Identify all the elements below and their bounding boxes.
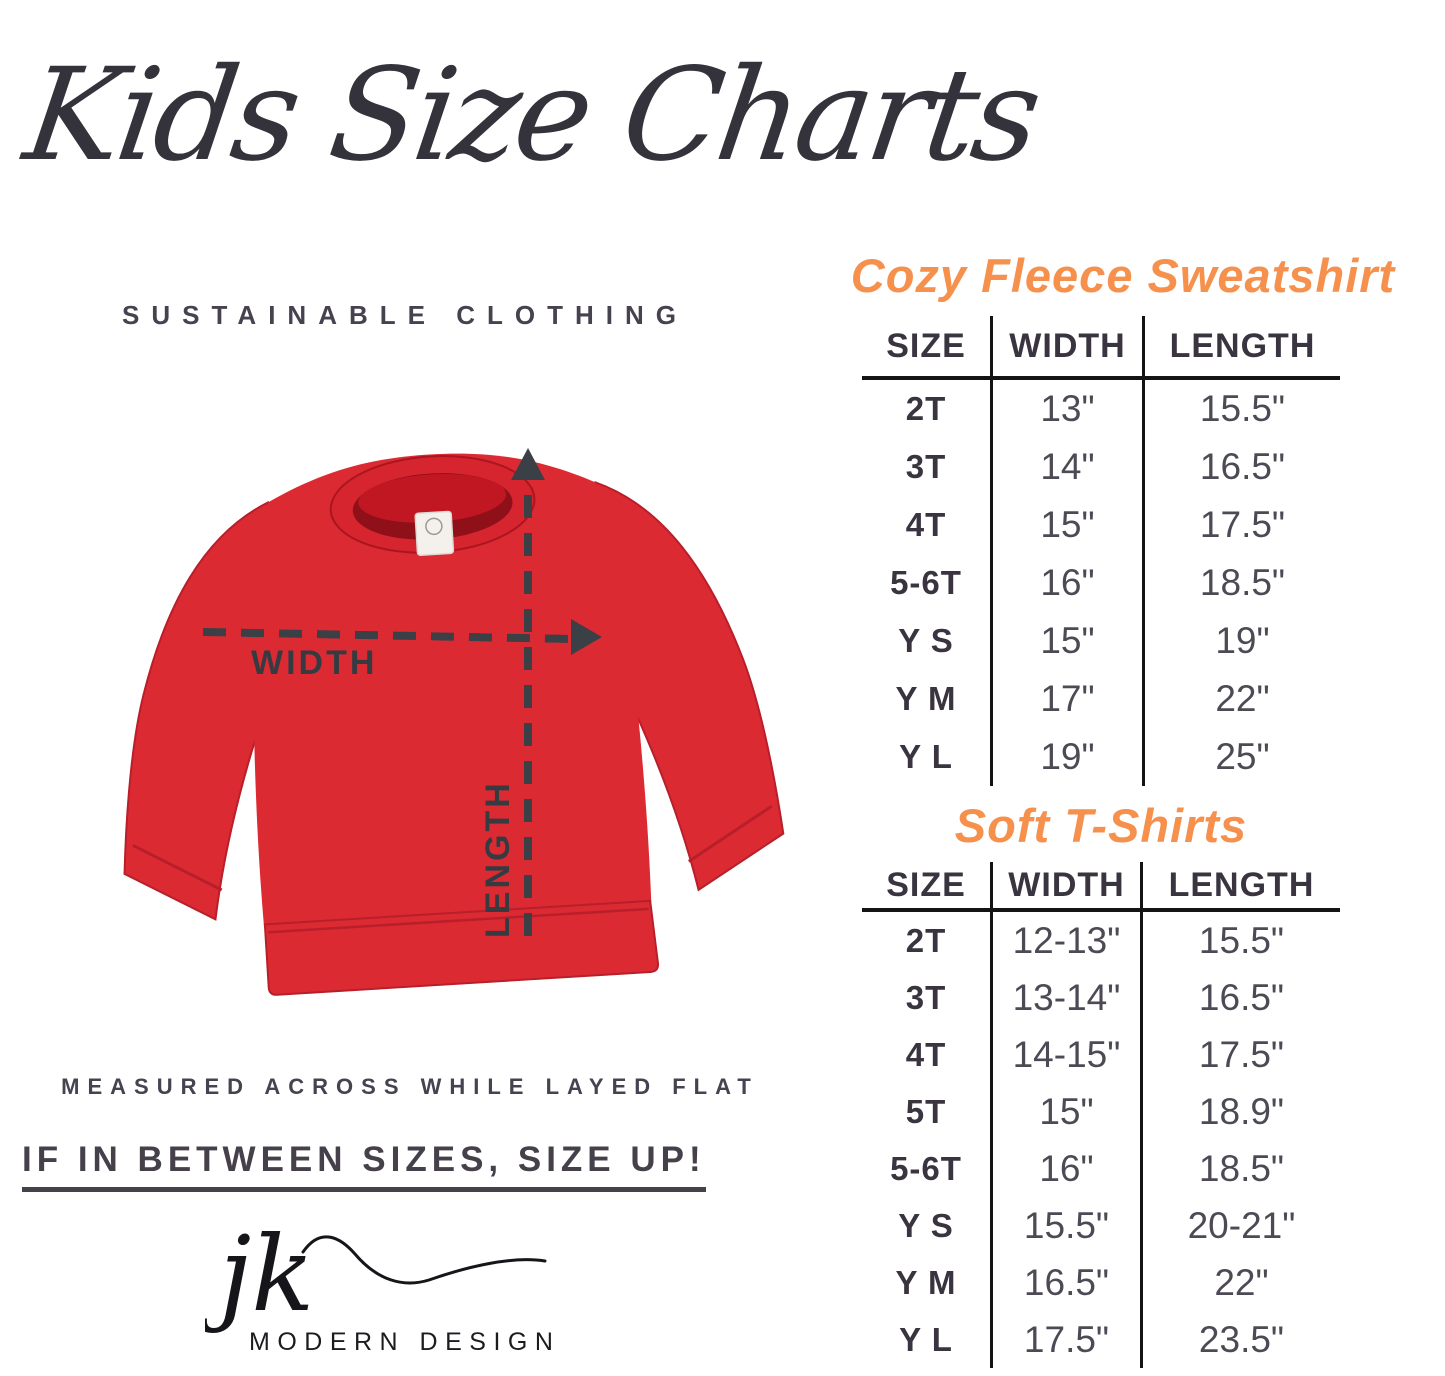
logo-initials: jk <box>205 1213 314 1335</box>
chart-title-tshirts: Soft T-Shirts <box>954 799 1248 852</box>
waistband-seam <box>268 907 649 934</box>
column-header: SIZE <box>862 316 990 380</box>
value-cell: 14-15" <box>990 1026 1143 1083</box>
size-up-note: IF IN BETWEEN SIZES, SIZE UP! <box>22 1140 706 1192</box>
value-cell: 15.5" <box>990 1197 1143 1254</box>
sweatshirt-diagram: WIDTH LENGTH <box>85 408 790 1020</box>
size-cell: 5-6T <box>890 564 962 601</box>
size-cell: 5-6T <box>890 1149 962 1187</box>
value-cell: 22" <box>1214 1261 1269 1303</box>
size-cell: 3T <box>905 448 947 485</box>
sweatshirt-size-table: SIZE WIDTH LENGTH 2T 13" 15.5" 3T 14" 16.5" 4T 15"… <box>862 316 1340 786</box>
value-cell: 17.5" <box>1199 504 1286 545</box>
value-cell: 12-13" <box>990 912 1143 969</box>
column-header: WIDTH <box>990 862 1143 912</box>
value-cell: 19" <box>990 728 1145 786</box>
size-cell: 3T <box>905 978 947 1016</box>
brand-logo-image: jk MODERN DESIGN <box>200 1213 560 1356</box>
logo-name: MODERN DESIGN <box>249 1328 560 1356</box>
column-header: WIDTH <box>990 316 1145 380</box>
right-cuff-seam <box>687 804 773 863</box>
size-cell: 5T <box>905 1092 947 1130</box>
size-cell: 4T <box>905 1035 947 1073</box>
value-cell: 15" <box>990 1083 1143 1140</box>
brand-logo: jk MODERN DESIGN <box>200 1198 575 1376</box>
width-arrowhead-icon <box>571 619 602 655</box>
value-cell: 18.9" <box>1198 1090 1285 1132</box>
subtitle: SUSTAINABLE CLOTHING <box>122 300 688 330</box>
size-cell: 4T <box>905 506 947 543</box>
value-cell: 15.5" <box>1199 388 1286 429</box>
measured-note: MEASURED ACROSS WHILE LAYED FLAT <box>61 1074 759 1099</box>
chart-title-sweatshirt: Cozy Fleece Sweatshirt <box>850 249 1396 302</box>
value-cell: 15" <box>990 612 1145 670</box>
value-cell: 23.5" <box>1198 1318 1285 1360</box>
column-header: LENGTH <box>1143 862 1340 912</box>
length-arrow-label: LENGTH <box>479 780 517 938</box>
column-header: SIZE <box>862 862 990 912</box>
value-cell: 25" <box>1215 736 1270 777</box>
value-cell: 16.5" <box>990 1254 1143 1311</box>
size-cell: 2T <box>905 921 947 959</box>
value-cell: 15" <box>990 496 1145 554</box>
value-cell: 16.5" <box>1199 446 1286 487</box>
size-cell: Y L <box>899 738 953 775</box>
width-arrow-icon <box>202 628 574 643</box>
value-cell: 18.5" <box>1199 562 1286 603</box>
value-cell: 17.5" <box>990 1311 1143 1368</box>
value-cell: 18.5" <box>1198 1147 1285 1189</box>
left-sleeve <box>123 500 294 921</box>
value-cell: 13" <box>990 380 1145 438</box>
sweatshirt-image: WIDTH LENGTH <box>123 448 785 996</box>
left-cuff-seam <box>132 843 223 892</box>
logo-flourish-icon <box>301 1235 547 1285</box>
value-cell: 17" <box>990 670 1145 728</box>
width-arrow-label: WIDTH <box>251 644 377 682</box>
value-cell: 20-21" <box>1187 1204 1296 1246</box>
length-arrowhead-icon <box>511 448 545 480</box>
collar-label-logo <box>425 517 443 536</box>
value-cell: 15.5" <box>1198 919 1285 961</box>
value-cell: 16" <box>990 554 1145 612</box>
collar-label <box>414 510 455 556</box>
size-cell: Y M <box>895 680 957 717</box>
value-cell: 22" <box>1215 678 1270 719</box>
page-title: Kids Size Charts <box>16 41 1046 190</box>
size-cell: Y M <box>895 1263 957 1301</box>
size-cell: Y S <box>898 1206 954 1244</box>
size-cell: Y S <box>898 622 954 659</box>
tshirt-size-table: SIZE WIDTH LENGTH 2T 12-13" 15.5" 3T 13-14" 16.5… <box>862 862 1340 1368</box>
collar-inner-back <box>358 474 507 523</box>
value-cell: 14" <box>990 438 1145 496</box>
value-cell: 16.5" <box>1198 976 1285 1018</box>
waistband <box>263 899 659 996</box>
right-sleeve <box>583 481 785 892</box>
size-cell: 2T <box>905 390 947 427</box>
size-cell: Y L <box>899 1320 953 1358</box>
value-cell: 19" <box>1215 620 1270 661</box>
column-header: LENGTH <box>1145 316 1340 380</box>
value-cell: 16" <box>990 1140 1143 1197</box>
value-cell: 13-14" <box>990 969 1143 1026</box>
value-cell: 17.5" <box>1198 1033 1285 1075</box>
torso <box>253 453 652 927</box>
